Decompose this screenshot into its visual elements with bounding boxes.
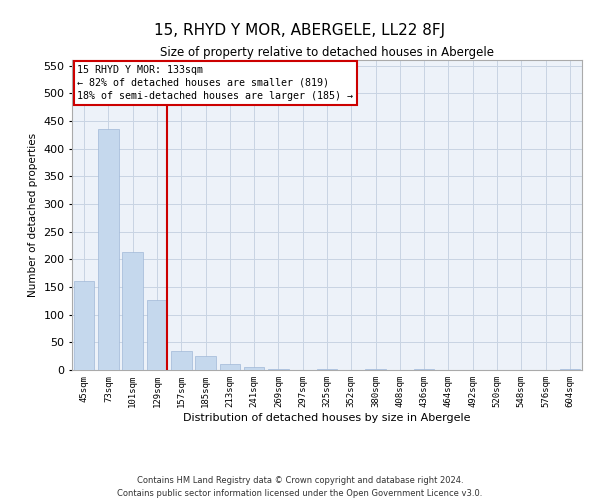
Title: Size of property relative to detached houses in Abergele: Size of property relative to detached ho… (160, 46, 494, 59)
Bar (560, 369, 580, 370)
Bar (244, 367, 265, 370)
Bar (317, 369, 337, 370)
Bar (268, 369, 289, 370)
Bar (74, 282, 94, 370)
Bar (98, 129, 119, 370)
Bar (365, 369, 386, 370)
Bar (220, 364, 240, 370)
Text: Contains HM Land Registry data © Crown copyright and database right 2024.
Contai: Contains HM Land Registry data © Crown c… (118, 476, 482, 498)
Y-axis label: Number of detached properties: Number of detached properties (28, 133, 38, 297)
Bar (146, 300, 167, 370)
Bar (195, 356, 216, 370)
X-axis label: Distribution of detached houses by size in Abergele: Distribution of detached houses by size … (183, 412, 471, 422)
Bar (171, 350, 191, 370)
Bar (414, 369, 434, 370)
Text: 15, RHYD Y MOR, ABERGELE, LL22 8FJ: 15, RHYD Y MOR, ABERGELE, LL22 8FJ (154, 22, 446, 38)
Text: 15 RHYD Y MOR: 133sqm
← 82% of detached houses are smaller (819)
18% of semi-det: 15 RHYD Y MOR: 133sqm ← 82% of detached … (77, 64, 353, 101)
Bar (122, 252, 143, 370)
